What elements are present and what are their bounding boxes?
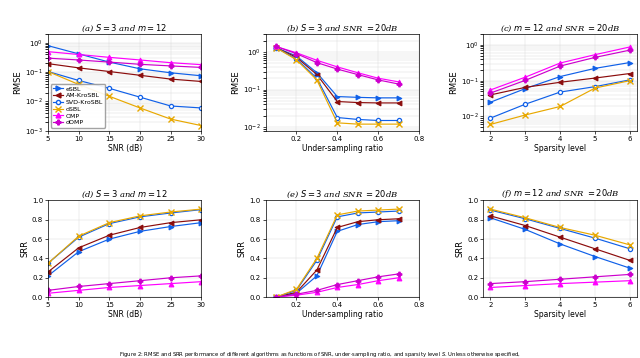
Y-axis label: RMSE: RMSE <box>449 71 458 94</box>
Y-axis label: SRR: SRR <box>456 240 465 257</box>
X-axis label: SNR (dB): SNR (dB) <box>108 144 142 153</box>
X-axis label: Sparsity level: Sparsity level <box>534 310 586 319</box>
Title: (e) $S = 3$ and SNR $= 20$dB: (e) $S = 3$ and SNR $= 20$dB <box>286 189 399 200</box>
X-axis label: Under-sampling ratio: Under-sampling ratio <box>302 144 383 153</box>
X-axis label: SNR (dB): SNR (dB) <box>108 310 142 319</box>
Title: (d) $S = 3$ and $m = 12$: (d) $S = 3$ and $m = 12$ <box>81 189 168 200</box>
Legend: eSBL, AM-KroSBL, SVD-KroSBL, dSBL, OMP, dOMP: eSBL, AM-KroSBL, SVD-KroSBL, dSBL, OMP, … <box>51 84 106 127</box>
Y-axis label: RMSE: RMSE <box>13 71 22 94</box>
Title: (b) $S = 3$ and SNR $= 20$dB: (b) $S = 3$ and SNR $= 20$dB <box>286 22 399 34</box>
X-axis label: Sparsity level: Sparsity level <box>534 144 586 153</box>
Text: Figure 2: RMSE and SRR performance of different algorithms as functions of SNR, : Figure 2: RMSE and SRR performance of di… <box>119 350 521 358</box>
Title: (c) $m = 12$ and SNR $= 20$dB: (c) $m = 12$ and SNR $= 20$dB <box>500 22 620 34</box>
Title: (a) $S = 3$ and $m = 12$: (a) $S = 3$ and $m = 12$ <box>81 22 168 34</box>
X-axis label: Under-sampling ratio: Under-sampling ratio <box>302 310 383 319</box>
Title: (f) $m = 12$ and SNR $= 20$dB: (f) $m = 12$ and SNR $= 20$dB <box>501 187 620 200</box>
Y-axis label: RMSE: RMSE <box>232 71 241 94</box>
Y-axis label: SRR: SRR <box>238 240 247 257</box>
Y-axis label: SRR: SRR <box>20 240 29 257</box>
